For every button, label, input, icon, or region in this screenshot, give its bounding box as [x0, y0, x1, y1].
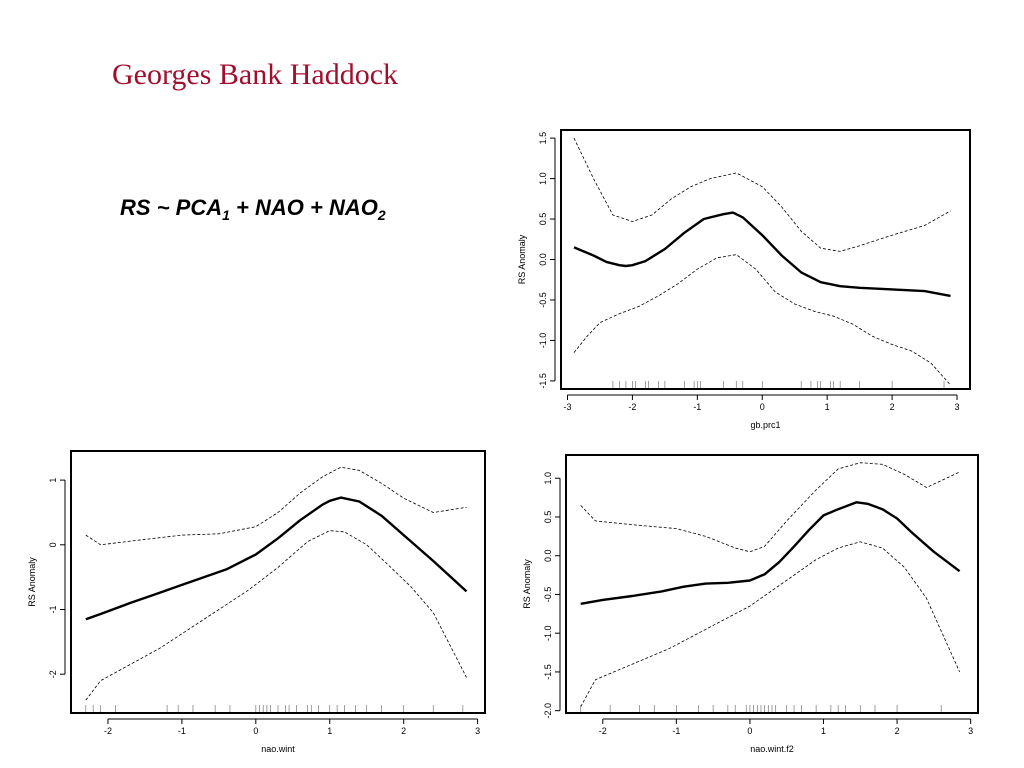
- x-axis-label: nao.wint.f2: [750, 744, 794, 754]
- x-tick-label: 1: [327, 726, 332, 736]
- fit-line: [573, 211, 951, 298]
- y-tick-label: 0.5: [543, 511, 553, 524]
- y-axis-label: RS Anomaly: [27, 557, 37, 607]
- x-tick-label: -3: [563, 402, 571, 412]
- x-tick-label: 3: [968, 726, 973, 736]
- x-tick-label: 2: [895, 726, 900, 736]
- y-tick-label: -1.5: [543, 664, 553, 680]
- x-tick-label: -1: [672, 726, 680, 736]
- y-tick-label: -2.0: [543, 703, 553, 719]
- x-tick-label: 0: [760, 402, 765, 412]
- y-tick-label: 0.5: [538, 213, 548, 226]
- y-axis-label: RS Anomaly: [517, 234, 527, 284]
- y-tick-label: -2: [48, 670, 58, 678]
- upper-confidence-line: [580, 462, 960, 553]
- x-tick-label: -2: [599, 726, 607, 736]
- y-tick-label: -0.5: [543, 587, 553, 603]
- x-tick-label: -2: [628, 402, 636, 412]
- formula-term-nao2: NAO: [329, 195, 378, 220]
- x-axis-label: gb.prc1: [750, 420, 780, 430]
- formula-tilde: ~: [156, 195, 170, 220]
- upper-confidence-line: [573, 137, 951, 252]
- x-tick-label: 3: [475, 726, 480, 736]
- x-tick-label: 0: [253, 726, 258, 736]
- y-tick-label: -1.5: [538, 373, 548, 389]
- model-formula: RS ~ PCA1 + NAO + NAO2: [120, 195, 386, 223]
- formula-plus-2: +: [310, 195, 323, 220]
- y-tick-label: 1: [48, 478, 58, 483]
- fit-line: [85, 496, 468, 621]
- plot-frame: [565, 454, 979, 714]
- lower-confidence-line: [85, 530, 467, 701]
- y-tick-label: -1.0: [543, 625, 553, 641]
- formula-term-nao: NAO: [255, 195, 304, 220]
- lower-confidence-line: [580, 541, 960, 707]
- y-tick-label: 1.5: [538, 132, 548, 145]
- y-axis-label: RS Anomaly: [522, 559, 532, 609]
- x-tick-label: 0: [747, 726, 752, 736]
- y-tick-label: 1.0: [543, 472, 553, 485]
- formula-plus-1: +: [236, 195, 249, 220]
- x-tick-label: 2: [401, 726, 406, 736]
- y-tick-label: -1.0: [538, 333, 548, 349]
- x-tick-label: 2: [890, 402, 895, 412]
- x-tick-label: -1: [178, 726, 186, 736]
- y-tick-label: 0.0: [538, 253, 548, 266]
- fit-line: [580, 501, 961, 605]
- y-tick-label: -0.5: [538, 292, 548, 308]
- x-tick-label: 1: [821, 726, 826, 736]
- x-tick-label: 1: [825, 402, 830, 412]
- plot-frame: [70, 450, 486, 714]
- formula-term-pca: PCA: [175, 195, 223, 220]
- upper-confidence-line: [85, 466, 467, 546]
- lower-confidence-line: [573, 254, 951, 386]
- formula-term-pca-subscript: 1: [222, 207, 230, 223]
- y-tick-label: 0: [48, 542, 58, 547]
- x-tick-label: -2: [104, 726, 112, 736]
- y-tick-label: 0.0: [543, 549, 553, 562]
- plot-frame: [560, 129, 971, 390]
- slide-title: Georges Bank Haddock: [112, 58, 399, 91]
- formula-response: RS: [120, 195, 151, 220]
- y-tick-label: 1.0: [538, 172, 548, 185]
- x-tick-label: -1: [693, 402, 701, 412]
- x-axis-label: nao.wint: [261, 744, 295, 754]
- x-tick-label: 3: [955, 402, 960, 412]
- y-tick-label: -1: [48, 605, 58, 613]
- formula-term-nao2-subscript: 2: [377, 207, 386, 223]
